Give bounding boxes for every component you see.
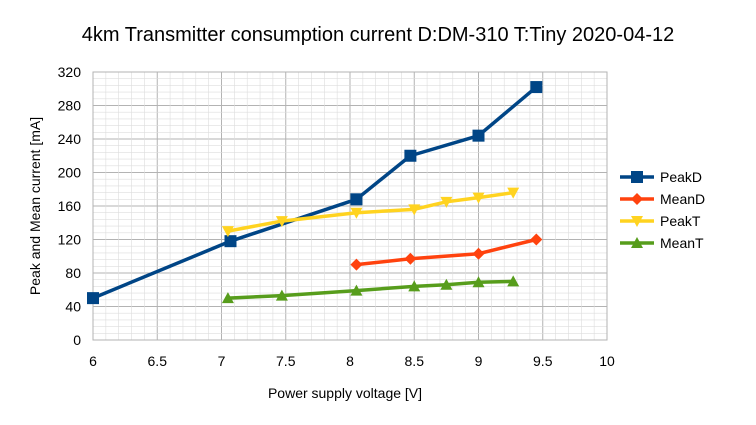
data-point-meant <box>275 289 288 301</box>
legend-item-peakd: PeakD <box>620 169 702 185</box>
y-tick-label: 0 <box>73 332 81 348</box>
legend-marker-meand <box>631 193 643 205</box>
legend-label-peakd: PeakD <box>660 169 702 185</box>
x-tick-label: 10 <box>599 353 615 369</box>
data-point-meand <box>530 233 543 246</box>
data-point-meand <box>472 247 485 260</box>
y-tick-label: 80 <box>65 265 81 281</box>
data-point-peakt <box>350 207 363 219</box>
legend: PeakD MeanD PeakT MeanT <box>620 169 705 251</box>
legend-label-meand: MeanD <box>660 191 705 207</box>
y-tick-label: 120 <box>58 232 82 248</box>
data-point-peakt <box>408 204 421 216</box>
series-peakt <box>221 187 520 238</box>
y-axis-label: Peak and Mean current [mA] <box>27 117 43 295</box>
data-point-meant <box>507 275 520 287</box>
y-tick-label: 320 <box>58 64 82 80</box>
data-point-peakt <box>472 192 485 204</box>
data-point-meant <box>472 276 485 288</box>
series-layer <box>87 81 543 305</box>
x-tick-label: 9 <box>475 353 483 369</box>
x-tick-label: 8.5 <box>405 353 425 369</box>
data-point-peakd <box>472 129 485 142</box>
x-tick-labels: 6 6.5 7 7.5 8 8.5 9 9.5 10 <box>89 353 615 369</box>
series-peakd <box>87 81 543 305</box>
y-tick-label: 160 <box>58 198 82 214</box>
legend-marker-peakt <box>631 216 643 227</box>
data-point-peakd <box>404 149 417 162</box>
data-point-meant <box>350 284 363 296</box>
data-point-peakd <box>87 292 99 305</box>
series-meand <box>350 233 543 271</box>
legend-label-peakt: PeakT <box>660 213 701 229</box>
legend-item-meand: MeanD <box>620 191 705 207</box>
data-point-peakd <box>350 193 363 206</box>
y-tick-label: 40 <box>65 299 81 315</box>
x-tick-label: 6.5 <box>148 353 168 369</box>
y-tick-label: 240 <box>58 131 82 147</box>
data-point-peakd <box>530 81 543 94</box>
chart-title: 4km Transmitter consumption current D:DM… <box>82 24 674 46</box>
x-tick-label: 6 <box>89 353 97 369</box>
legend-item-peakt: PeakT <box>620 213 701 229</box>
x-tick-label: 8 <box>346 353 354 369</box>
plot-area <box>92 71 608 341</box>
data-point-meant <box>440 278 453 290</box>
data-point-peakt <box>275 216 288 228</box>
data-point-meand <box>350 258 363 271</box>
data-point-meant <box>221 292 234 304</box>
x-axis-label: Power supply voltage [V] <box>268 385 422 401</box>
series-line-peakd <box>92 85 538 300</box>
legend-marker-meant <box>631 237 643 248</box>
series-meant <box>221 275 520 304</box>
data-point-peakt <box>221 226 234 238</box>
y-tick-label: 280 <box>58 98 82 114</box>
data-point-peakd <box>224 235 237 248</box>
y-tick-labels: 0 40 80 120 160 200 240 280 320 <box>58 64 82 348</box>
plot-frame <box>92 71 608 341</box>
data-point-peakt <box>507 187 520 199</box>
series-line-meand <box>356 237 537 267</box>
legend-item-meant: MeanT <box>620 235 704 251</box>
legend-label-meant: MeanT <box>660 235 704 251</box>
x-tick-label: 9.5 <box>533 353 553 369</box>
data-point-meant <box>408 280 421 292</box>
x-tick-label: 7 <box>218 353 226 369</box>
data-point-meand <box>404 252 417 265</box>
grid-lines <box>92 71 608 341</box>
x-tick-label: 7.5 <box>276 353 296 369</box>
legend-marker-peakd <box>631 171 643 183</box>
y-tick-label: 200 <box>58 165 82 181</box>
data-point-peakt <box>440 196 453 208</box>
